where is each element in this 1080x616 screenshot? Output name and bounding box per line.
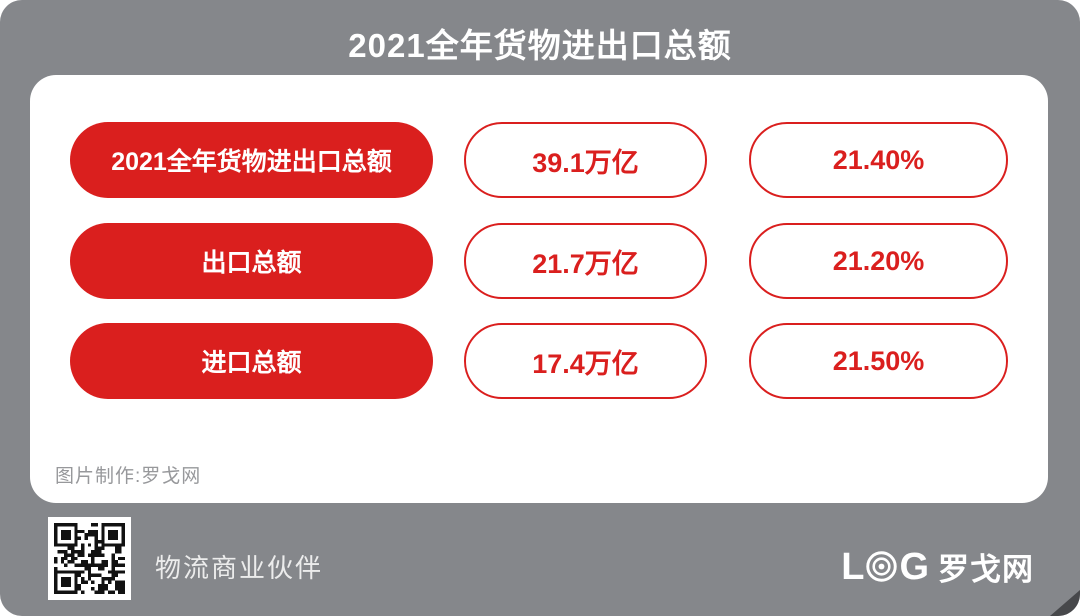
table-row: 出口总额 21.7万亿 21.20% [70, 223, 1008, 299]
amount-pill: 21.7万亿 [464, 223, 707, 299]
table-row: 进口总额 17.4万亿 21.50% [70, 323, 1008, 399]
logo-cn-text: 罗戈网 [938, 552, 1034, 587]
corner-fold-decoration [1050, 590, 1080, 616]
data-card: 2021全年货物进出口总额 39.1万亿 21.40% 出口总额 21.7万亿 … [30, 75, 1048, 503]
qr-code [48, 517, 131, 600]
qr-code-pattern [54, 523, 125, 594]
target-icon [866, 551, 898, 582]
credit-text: 图片制作:罗戈网 [55, 466, 202, 487]
row-label-pill: 2021全年货物进出口总额 [70, 122, 433, 198]
row-label-pill: 进口总额 [70, 323, 433, 399]
footer-tagline: 物流商业伙伴 [155, 553, 324, 583]
growth-pill: 21.50% [749, 323, 1008, 399]
logo: L G 罗戈网 [841, 544, 1034, 589]
growth-pill: 21.40% [749, 122, 1008, 198]
table-row: 2021全年货物进出口总额 39.1万亿 21.40% [70, 122, 1008, 198]
logo-letter-l: L [841, 545, 865, 588]
logo-letter-g: G [899, 545, 929, 588]
amount-pill: 39.1万亿 [464, 122, 707, 198]
amount-pill: 17.4万亿 [464, 323, 707, 399]
growth-pill: 21.20% [749, 223, 1008, 299]
page-title: 2021全年货物进出口总额 [348, 27, 732, 64]
row-label-pill: 出口总额 [70, 223, 433, 299]
